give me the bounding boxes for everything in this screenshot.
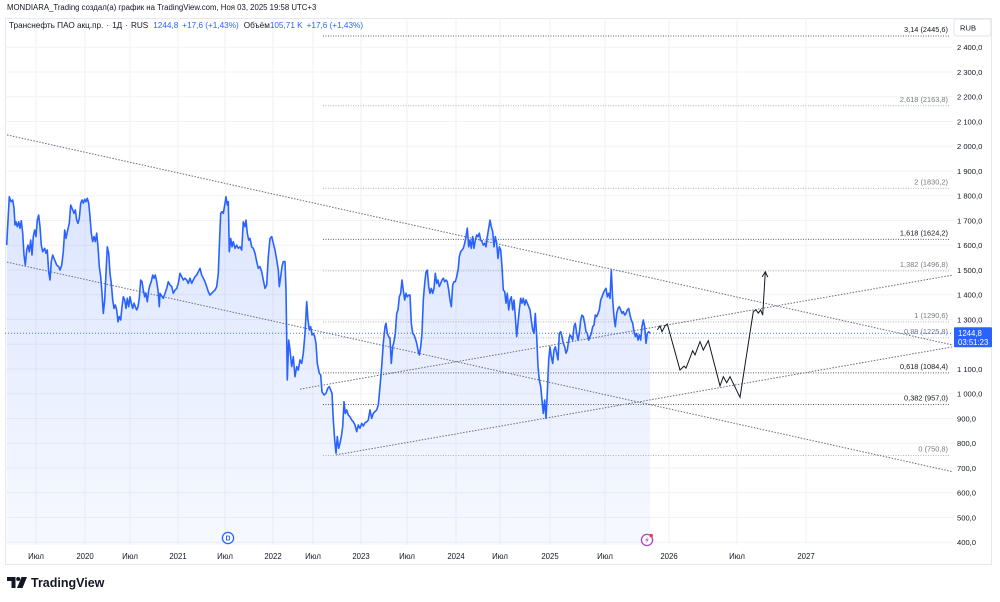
legend-separator: · [125, 21, 128, 30]
price-axis-label: 1 100,0 [957, 365, 982, 374]
lower-rising-trendline[interactable] [335, 346, 953, 456]
time-axis-label: Июл [28, 552, 44, 561]
price-axis-label: 1 900,0 [957, 167, 982, 176]
arrow-head-icon [761, 270, 769, 278]
price-axis-label: 2 100,0 [957, 117, 982, 126]
interval-label[interactable]: 1Д [112, 21, 123, 30]
currency-box[interactable] [953, 18, 992, 37]
time-axis-label: Июл [492, 552, 508, 561]
price-axis-label: 800,0 [957, 439, 976, 448]
price-badge-bg [954, 327, 992, 348]
currency-text: RUB [960, 24, 976, 33]
fib-level-label: 2,618 (2163,8) [900, 95, 948, 104]
forecast-line[interactable] [656, 271, 766, 399]
time-axis-label: 2027 [797, 552, 814, 561]
price-axis-label: 2 300,0 [957, 68, 982, 77]
forecast-path[interactable] [656, 270, 769, 399]
price-badge-value: 1244,8 [958, 329, 982, 338]
price-axis-label: 700,0 [957, 464, 976, 473]
time-axis[interactable]: Июл 2020 Июл 2021 Июл 2022 Июл 2023 Июл 2024 Июл 20… [28, 552, 815, 561]
time-axis-label: 2026 [660, 552, 677, 561]
fibonacci-extension[interactable]: 3,14 (2445,6) 2,618 (2163,8) 2 (1830,2) 1,6… [323, 25, 950, 456]
time-axis-label: Июл [597, 552, 613, 561]
time-axis-label: 2020 [76, 552, 94, 561]
tradingview-logo[interactable]: TradingView [7, 575, 104, 591]
lower-descending-trendline[interactable] [6, 261, 953, 473]
trendlines[interactable] [6, 134, 953, 473]
price-axis-label: 600,0 [957, 489, 976, 498]
price-axis-label: 1 600,0 [957, 241, 982, 250]
price-badge-countdown: 03:51:23 [958, 338, 988, 347]
price-area-fill [6, 196, 650, 545]
price-axis[interactable]: 2 400,0 2 300,0 2 200,0 2 100,0 2 000,0 1 900… [957, 43, 982, 547]
fib-level-label: 1,382 (1496,8) [900, 260, 948, 269]
price-axis-label: 900,0 [957, 414, 976, 423]
volume-value: 105,71 K [269, 21, 303, 30]
volume-label: Объём [243, 21, 270, 30]
time-axis-label: 2023 [352, 552, 369, 561]
lightning-bolt-icon [645, 536, 649, 544]
legend-separator: · [106, 21, 110, 30]
price-change-value: +17,6 (+1,43%) [182, 21, 239, 30]
time-axis-label: Июл [122, 552, 138, 561]
price-axis-label: 1 400,0 [957, 291, 982, 300]
fib-level-label: 1 (1290,6) [914, 311, 948, 320]
price-axis-label: 2 200,0 [957, 93, 982, 102]
dividend-letter: D [225, 536, 230, 543]
time-axis-label: Июл [217, 552, 233, 561]
fib-level-label: 1,618 (1624,2) [900, 228, 948, 237]
price-axis-label: 2 000,0 [957, 142, 982, 151]
time-axis-label: 2021 [169, 552, 186, 561]
event-markers[interactable]: D [221, 531, 654, 547]
time-axis-label: 2025 [541, 552, 559, 561]
price-axis-label: 1 500,0 [957, 266, 982, 275]
time-axis-label: 2022 [264, 552, 281, 561]
time-axis-label: Июл [399, 552, 415, 561]
last-price-value: 1244,8 [153, 21, 179, 30]
currency-label[interactable]: RUB [953, 18, 992, 37]
chart-legend: Транснефть ПАО акц.пр. · 1Д · RUS 1244,8… [9, 19, 363, 32]
exchange-label: RUS [130, 21, 149, 30]
upper-descending-trendline[interactable] [6, 134, 953, 346]
fib-level-label: 0 (750,8) [918, 444, 948, 453]
chart-attribution: MONDIARA_Trading создал(а) график на Tra… [7, 3, 317, 12]
time-axis-label: Июл [305, 552, 321, 561]
price-axis-label: 1 300,0 [957, 315, 982, 324]
upper-rising-trendline[interactable] [299, 274, 953, 390]
price-line[interactable] [5, 196, 651, 455]
price-axis-label: 500,0 [957, 513, 976, 522]
price-axis-label: 2 400,0 [957, 43, 982, 52]
price-axis-label: 400,0 [957, 538, 976, 547]
time-axis-label: Июл [729, 552, 745, 561]
current-price-badge: 1244,8 03:51:23 [954, 327, 992, 348]
time-axis-label: 2024 [447, 552, 465, 561]
fib-level-label: 0,88 (1225,8) [904, 327, 948, 336]
tradingview-logo-text: TradingView [31, 576, 105, 590]
fib-level-label: 3,14 (2445,6) [904, 25, 948, 34]
symbol-name[interactable]: Транснефть ПАО акц.пр. [9, 21, 104, 30]
fib-level-label: 0,618 (1084,4) [900, 362, 948, 371]
notification-dot-icon [649, 533, 653, 538]
fib-level-label: 2 (1830,2) [914, 177, 948, 186]
price-series[interactable] [5, 196, 651, 455]
volume-change-value: +17,6 (+1,43%) [306, 21, 364, 30]
tradingview-logo-icon [7, 577, 27, 588]
dividend-icon[interactable] [221, 531, 235, 545]
area-fill [6, 196, 650, 545]
price-axis-label: 1 700,0 [957, 216, 982, 225]
price-axis-label: 1 000,0 [957, 390, 982, 399]
price-axis-label: 1 800,0 [957, 192, 982, 201]
fib-level-label: 0,382 (957,0) [904, 393, 948, 402]
